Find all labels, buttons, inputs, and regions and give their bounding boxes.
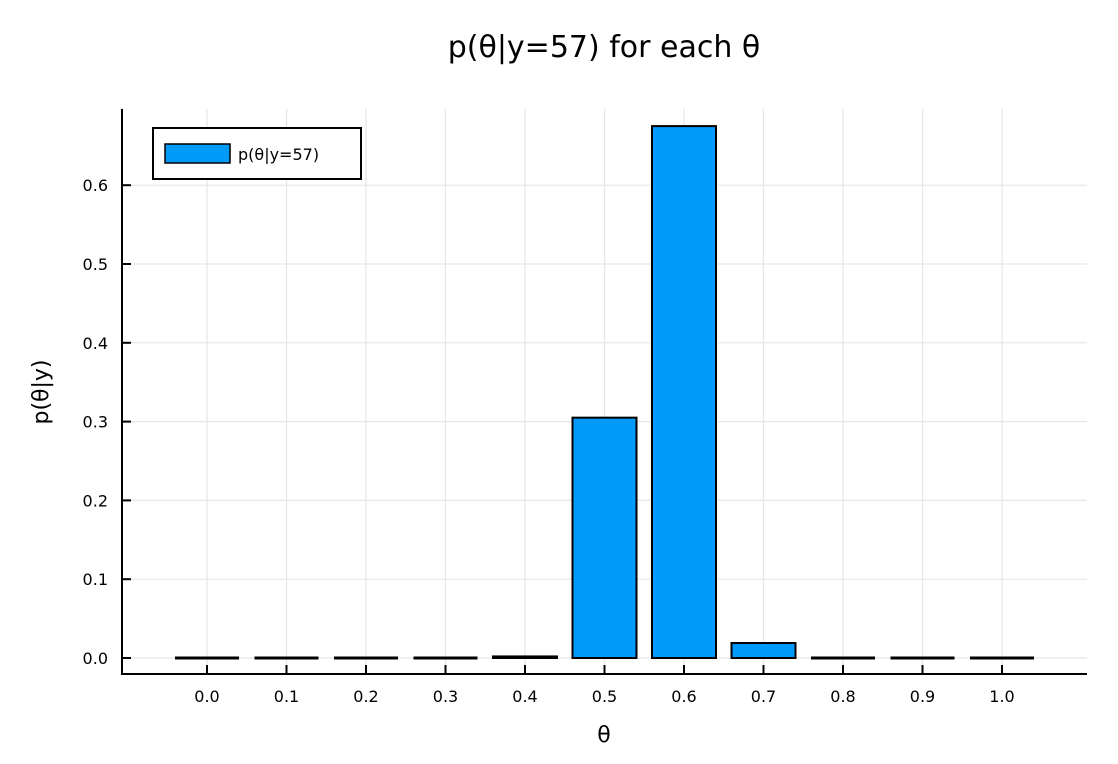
x-tick-label: 0.7 [751,687,776,706]
x-tick-label: 0.8 [830,687,855,706]
bars [175,125,1034,660]
chart-title: p(θ|y=57) for each θ [448,30,761,65]
y-tick-label: 0.4 [83,334,108,353]
y-axis-ticks: 0.0 0.1 0.2 0.3 0.4 0.5 0.6 [83,176,131,668]
y-tick-label: 0.0 [83,649,108,668]
legend: p(θ|y=57) [152,127,362,180]
x-tick-label: 0.6 [671,687,696,706]
x-tick-label: 1.0 [989,687,1014,706]
legend-label: p(θ|y=57) [238,145,319,164]
x-tick-label: 0.3 [433,687,458,706]
legend-swatch [164,143,231,164]
bar [651,125,717,660]
y-tick-label: 0.3 [83,413,108,432]
x-axis-label: θ [597,723,610,748]
bar [571,416,638,659]
y-tick-label: 0.6 [83,176,108,195]
x-tick-label: 0.1 [274,687,299,706]
y-axis-label: p(θ|y) [29,359,54,424]
x-axis-ticks: 0.0 0.1 0.2 0.3 0.4 0.5 0.6 0.7 0.8 0.9 1.0 [194,665,1015,706]
y-tick-label: 0.5 [83,255,108,274]
x-tick-label: 0.2 [353,687,378,706]
x-tick-label: 0.5 [592,687,617,706]
x-tick-label: 0.4 [512,687,537,706]
x-tick-label: 0.0 [194,687,219,706]
y-tick-label: 0.2 [83,491,108,510]
bar [730,642,797,660]
y-tick-label: 0.1 [83,570,108,589]
bar [492,655,558,660]
x-tick-label: 0.9 [910,687,935,706]
